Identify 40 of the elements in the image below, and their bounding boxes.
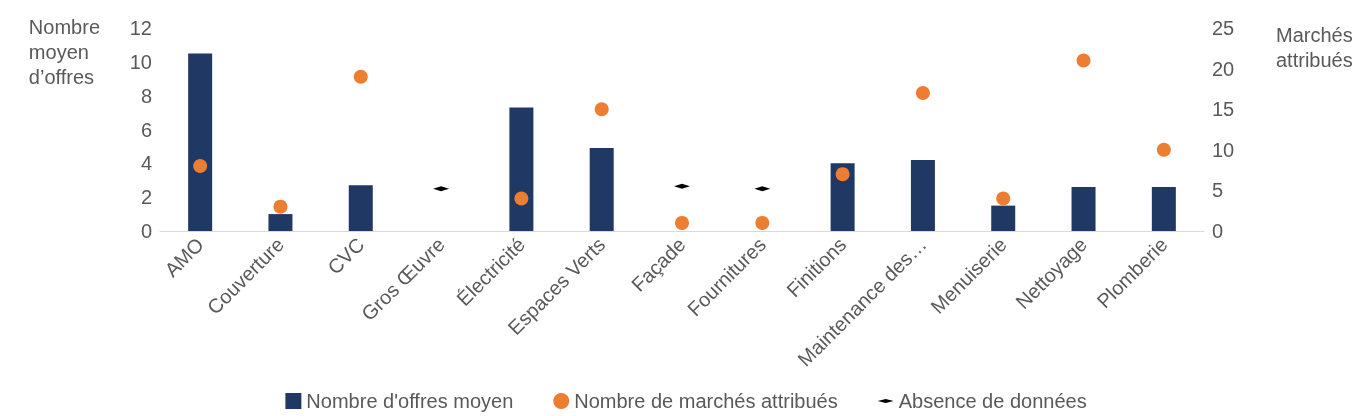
y2-tick-label: 15: [1212, 98, 1235, 121]
bar: [589, 148, 614, 231]
point: [755, 215, 770, 230]
point: [675, 215, 689, 230]
y-tick-label: 6: [140, 118, 152, 141]
legend-label: Nombre d'offres moyen: [306, 390, 514, 412]
y2-tick-label: 25: [1212, 17, 1235, 39]
point: [193, 159, 208, 174]
y-tick-label: 2: [140, 186, 152, 209]
y2-tick-label: 10: [1212, 138, 1235, 161]
y-tick-label: 0: [140, 220, 152, 242]
y-tick-label: 4: [140, 152, 152, 175]
point: [915, 85, 930, 100]
y-tick-label: 8: [140, 84, 152, 107]
point: [1156, 142, 1171, 157]
point: [273, 199, 288, 214]
point: [353, 69, 368, 84]
y2-tick-label: 5: [1212, 179, 1224, 202]
bar: [188, 53, 213, 231]
point: [996, 191, 1011, 206]
y-tick-label: 12: [129, 17, 152, 39]
point: [514, 191, 529, 206]
bar: [1071, 187, 1096, 231]
bar: [830, 163, 855, 231]
y-axis-title: Nombre moyen d’offres: [28, 15, 101, 88]
point: [1076, 53, 1091, 68]
bar: [991, 205, 1016, 231]
legend-label: Nombre de marchés attribués: [574, 390, 838, 412]
legend-label: Absence de données: [898, 390, 1087, 412]
y-tick-label: 10: [129, 50, 152, 73]
point: [835, 167, 850, 182]
y2-tick-label: 20: [1212, 57, 1235, 80]
point: [594, 102, 609, 117]
bar: [268, 214, 293, 231]
y2-tick-label: 0: [1212, 220, 1224, 242]
y2-axis-title: Marchés attribués: [1276, 23, 1353, 71]
bar: [348, 185, 373, 231]
bar: [910, 159, 935, 231]
bar: [509, 107, 534, 231]
bar: [1151, 187, 1176, 231]
